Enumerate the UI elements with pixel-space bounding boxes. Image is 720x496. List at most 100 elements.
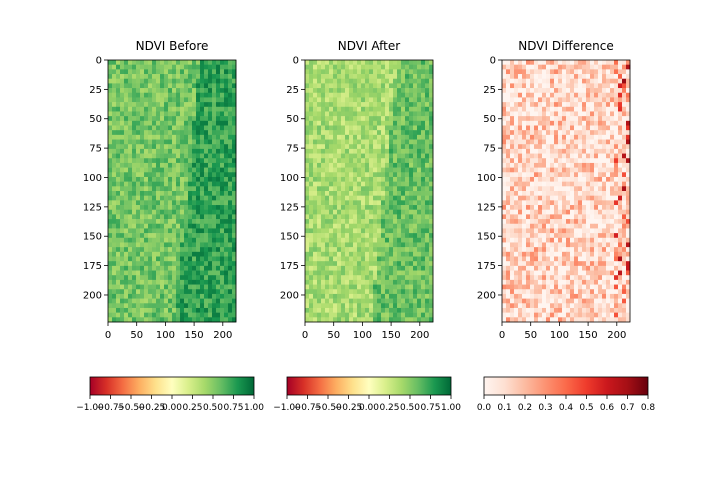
heatmap-cell	[132, 242, 137, 248]
heatmap-cell	[180, 172, 185, 178]
heatmap-cell	[578, 148, 583, 154]
heatmap-cell	[164, 298, 169, 304]
heatmap-cell	[116, 284, 121, 290]
heatmap-cell	[184, 120, 189, 126]
heatmap-cell	[361, 83, 366, 89]
heatmap-cell	[602, 181, 607, 187]
heatmap-cell	[160, 116, 165, 122]
heatmap-cell	[429, 69, 434, 75]
heatmap-cell	[425, 233, 430, 239]
heatmap-cell	[626, 172, 631, 178]
heatmap-cell	[108, 275, 113, 281]
heatmap-cell	[112, 214, 117, 220]
heatmap-cell	[542, 172, 547, 178]
heatmap-cell	[313, 102, 318, 108]
heatmap-cell	[381, 293, 386, 299]
heatmap-cell	[393, 303, 398, 309]
heatmap-cell	[220, 64, 225, 70]
heatmap-cell	[534, 148, 539, 154]
heatmap-cell	[566, 191, 571, 196]
heatmap-cell	[538, 167, 543, 173]
heatmap-cell	[357, 60, 362, 65]
heatmap-cell	[216, 237, 221, 243]
heatmap-cell	[172, 209, 177, 215]
heatmap-cell	[128, 214, 133, 220]
heatmap-cell	[152, 275, 157, 281]
heatmap-cell	[228, 116, 233, 122]
heatmap-cell	[216, 289, 221, 295]
heatmap-cell	[357, 64, 362, 70]
heatmap-cell	[176, 120, 181, 126]
heatmap-cell	[168, 148, 173, 154]
heatmap-cell	[212, 172, 217, 178]
heatmap-cell	[204, 312, 209, 318]
heatmap-cell	[220, 148, 225, 154]
heatmap-cell	[401, 64, 406, 70]
heatmap-cell	[598, 242, 603, 248]
heatmap-cell	[192, 233, 197, 239]
heatmap-cell	[357, 214, 362, 220]
heatmap-cell	[566, 139, 571, 145]
heatmap-cell	[176, 191, 181, 196]
heatmap-cell	[542, 78, 547, 84]
heatmap-cell	[220, 186, 225, 192]
heatmap-cell	[514, 148, 519, 154]
heatmap-cell	[325, 205, 330, 211]
heatmap-cell	[353, 167, 358, 173]
heatmap-cell	[220, 167, 225, 173]
heatmap-cell	[112, 303, 117, 309]
heatmap-cell	[196, 181, 201, 187]
heatmap-cell	[184, 186, 189, 192]
heatmap-cell	[566, 120, 571, 126]
heatmap-cell	[128, 251, 133, 257]
heatmap-cell	[216, 265, 221, 271]
heatmap-cell	[120, 233, 125, 239]
heatmap-cell	[168, 251, 173, 257]
heatmap-cell	[502, 144, 507, 150]
heatmap-cell	[361, 298, 366, 304]
heatmap-cell	[164, 158, 169, 164]
heatmap-cell	[622, 158, 627, 164]
heatmap-cell	[526, 92, 531, 98]
heatmap-cell	[349, 293, 354, 299]
heatmap-cell	[514, 219, 519, 225]
heatmap-cell	[333, 102, 338, 108]
heatmap-cell	[353, 69, 358, 75]
heatmap-cell	[606, 92, 611, 98]
heatmap-cell	[144, 172, 149, 178]
heatmap-cell	[429, 158, 434, 164]
heatmap-cell	[514, 195, 519, 201]
heatmap-cell	[429, 233, 434, 239]
heatmap-cell	[341, 167, 346, 173]
heatmap-cell	[160, 125, 165, 131]
heatmap-cell	[116, 261, 121, 267]
heatmap-cell	[554, 200, 559, 206]
heatmap-cell	[200, 69, 205, 75]
heatmap-cell	[313, 64, 318, 70]
heatmap-cell	[562, 186, 567, 192]
heatmap-cell	[317, 106, 322, 112]
heatmap-cell	[425, 303, 430, 309]
heatmap-cell	[196, 293, 201, 299]
heatmap-cell	[176, 162, 181, 168]
heatmap-cell	[506, 228, 511, 234]
heatmap-cell	[192, 186, 197, 192]
heatmap-cell	[160, 60, 165, 65]
heatmap-cell	[321, 78, 326, 84]
heatmap-cell	[156, 214, 161, 220]
heatmap-cell	[582, 74, 587, 80]
heatmap-cell	[502, 102, 507, 108]
heatmap-cell	[502, 219, 507, 225]
heatmap-cell	[140, 228, 145, 234]
heatmap-cell	[510, 134, 515, 140]
heatmap-cell	[200, 275, 205, 281]
heatmap-cell	[341, 78, 346, 84]
heatmap-cell	[502, 120, 507, 126]
heatmap-cell	[397, 64, 402, 70]
heatmap-cell	[397, 298, 402, 304]
heatmap-cell	[614, 74, 619, 80]
heatmap-cell	[116, 214, 121, 220]
heatmap-cell	[333, 298, 338, 304]
heatmap-cell	[614, 92, 619, 98]
heatmap-cell	[212, 251, 217, 257]
